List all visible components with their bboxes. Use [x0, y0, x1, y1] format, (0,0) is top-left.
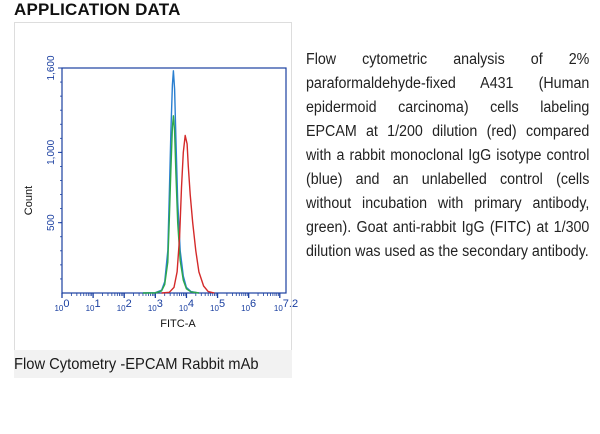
x-tick-exponent: 7.2	[283, 298, 298, 310]
x-tick-exponent: 2	[126, 298, 132, 310]
plot-frame	[61, 67, 287, 294]
x-tick-base: 10	[241, 304, 250, 313]
histogram-series-0	[142, 70, 200, 294]
y-tick-label: 1,000	[46, 139, 57, 164]
x-tick-base: 10	[274, 304, 283, 313]
x-tick-exponent: 1	[95, 298, 101, 310]
x-tick-exponent: 4	[188, 298, 194, 310]
x-tick-base: 10	[86, 304, 95, 313]
caption-band	[14, 350, 292, 378]
x-tick-label: 104	[179, 298, 194, 313]
x-tick-label: 102	[117, 298, 132, 313]
y-tick-label: 500	[46, 214, 57, 231]
figure-caption: Flow Cytometry -EPCAM Rabbit mAb	[14, 356, 259, 373]
x-tick-exponent: 0	[63, 298, 69, 310]
section-title: APPLICATION DATA	[14, 0, 181, 19]
x-tick-base: 10	[210, 304, 219, 313]
x-tick-base: 10	[179, 304, 188, 313]
y-tick-label: 1,600	[46, 55, 57, 80]
x-tick-label: 106	[241, 298, 256, 313]
x-tick-base: 10	[117, 304, 126, 313]
x-tick-label: 103	[148, 298, 163, 313]
histogram-series-2	[161, 134, 215, 294]
figure-panel	[14, 22, 292, 378]
figure-description: Flow cytometric analysis of 2% paraforma…	[306, 51, 590, 260]
y-axis-label: Count	[23, 186, 35, 215]
x-tick-label: 107.2	[274, 298, 298, 313]
x-tick-exponent: 5	[219, 298, 225, 310]
x-tick-label: 100	[54, 298, 69, 313]
x-tick-base: 10	[148, 304, 157, 313]
x-tick-label: 101	[86, 298, 101, 313]
x-tick-base: 10	[54, 304, 63, 313]
histogram-series-1	[142, 115, 199, 294]
x-tick-exponent: 6	[250, 298, 256, 310]
x-axis-label: FITC-A	[160, 318, 196, 330]
x-tick-label: 105	[210, 298, 225, 313]
x-tick-exponent: 3	[157, 298, 163, 310]
